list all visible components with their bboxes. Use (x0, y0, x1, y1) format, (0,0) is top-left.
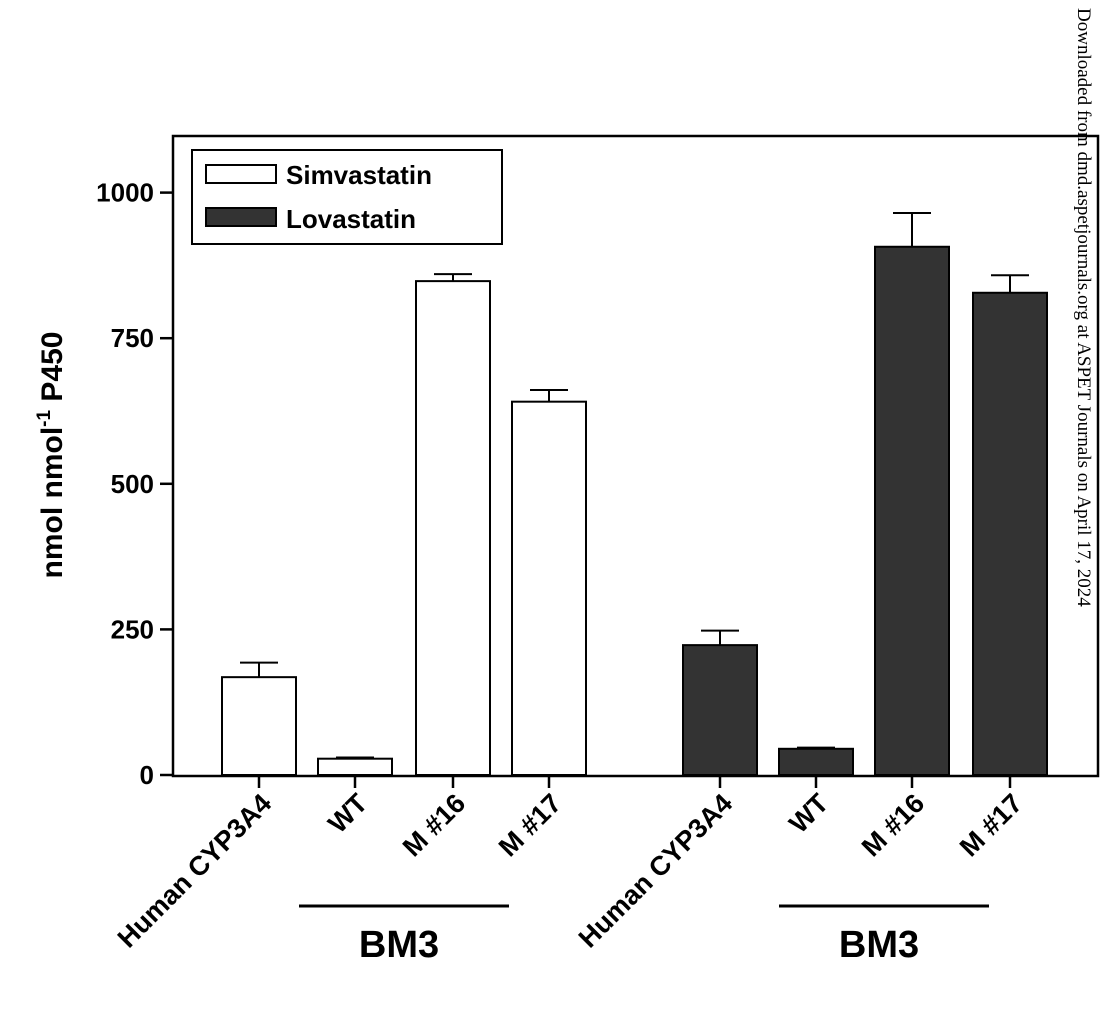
y-tick-label-1000: 1000 (96, 178, 154, 208)
group-labels: BM3 BM3 (299, 904, 989, 966)
bar-simvastatin-wt (317, 757, 393, 777)
group-label-bm3-1: BM3 (359, 924, 439, 966)
y-tick-label-250: 250 (111, 614, 154, 644)
watermark-text: Downloaded from dmd.aspetjournals.org at… (1073, 8, 1094, 607)
bar-lovastatin-m-17 (972, 291, 1048, 776)
y-axis: 0 250 500 750 1000 (96, 178, 173, 790)
plot-frame (171, 134, 1100, 778)
category-label-simvastatin-human-cyp3a4: Human CYP3A4 (112, 788, 278, 954)
y-axis-label-suffix: P450 (36, 332, 69, 410)
y-axis-label: nmol nmol-1 P450 (34, 332, 69, 579)
bar-simvastatin-human-cyp3a4 (221, 676, 297, 776)
legend-label-lovastatin: Lovastatin (286, 204, 416, 234)
y-tick-label-500: 500 (111, 469, 154, 499)
bar-lovastatin-m-16 (874, 245, 950, 777)
group-label-bm3-2: BM3 (839, 924, 919, 966)
category-label-lovastatin-m-17: M #17 (954, 788, 1028, 862)
category-label-lovastatin-human-cyp3a4: Human CYP3A4 (573, 788, 739, 954)
legend: Simvastatin Lovastatin (191, 149, 503, 245)
y-tick-label-0: 0 (140, 760, 154, 790)
category-label-simvastatin-wt: WT (322, 788, 373, 839)
legend-label-simvastatin: Simvastatin (286, 160, 432, 190)
y-axis-label-main: nmol nmol (36, 427, 69, 579)
category-label-simvastatin-m-17: M #17 (493, 788, 567, 862)
category-label-simvastatin-m-16: M #16 (397, 788, 471, 862)
bar-lovastatin-wt (778, 747, 854, 776)
bar-simvastatin-m-17 (511, 400, 587, 776)
legend-swatch-lovastatin (205, 207, 277, 227)
category-label-lovastatin-m-16: M #16 (856, 788, 930, 862)
y-tick-label-750: 750 (111, 323, 154, 353)
bars (221, 211, 1048, 788)
y-axis-label-superscript: -1 (34, 410, 55, 427)
legend-swatch-simvastatin (205, 164, 277, 184)
category-label-lovastatin-wt: WT (783, 788, 834, 839)
bar-simvastatin-m-16 (415, 280, 491, 776)
bar-lovastatin-human-cyp3a4 (682, 644, 758, 777)
